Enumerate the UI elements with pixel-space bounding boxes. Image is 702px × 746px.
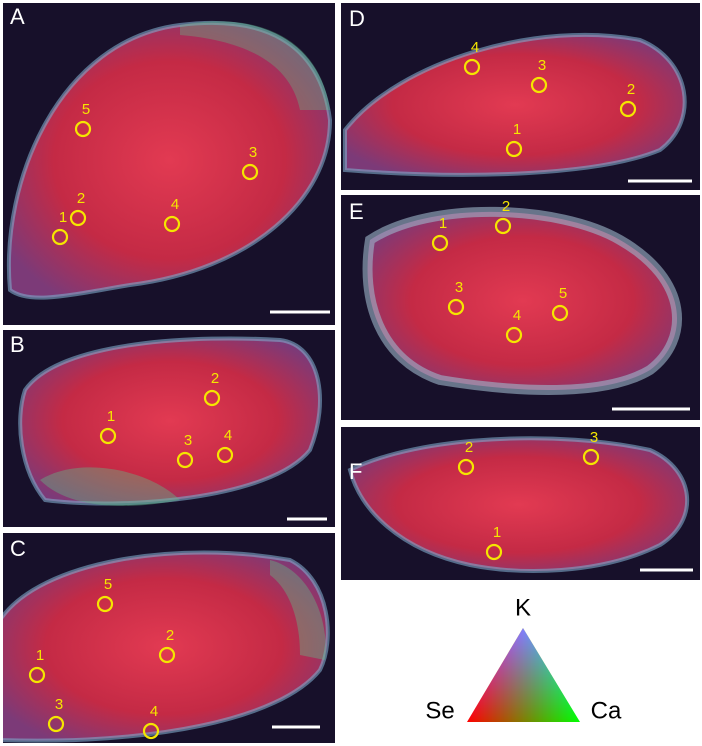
- sample-point: [176, 451, 194, 469]
- sample-point-label: 1: [493, 524, 501, 541]
- sample-point: [505, 140, 523, 158]
- sample-point-label: 1: [107, 408, 115, 425]
- sample-point: [494, 217, 512, 235]
- sample-point-label: 3: [538, 57, 546, 74]
- sample-point: [431, 234, 449, 252]
- sample-point-label: 2: [166, 627, 174, 644]
- sample-point: [99, 427, 117, 445]
- sample-point-label: 4: [471, 39, 479, 56]
- sample-point: [619, 100, 637, 118]
- legend-label: Ca: [591, 697, 622, 724]
- sample-point-label: 2: [211, 370, 219, 387]
- sample-point: [530, 76, 548, 94]
- panel-letter: C: [10, 536, 26, 561]
- sample-point: [163, 215, 181, 233]
- sample-point-label: 2: [77, 190, 85, 207]
- panel-d: D: [341, 3, 700, 190]
- panel-f: F: [341, 427, 700, 580]
- sample-point: [69, 209, 87, 227]
- panel-c: C: [3, 533, 335, 743]
- sample-point: [51, 228, 69, 246]
- panel-letter: A: [10, 4, 25, 29]
- sample-point: [74, 120, 92, 138]
- panel-e: E: [341, 195, 700, 420]
- sample-point-label: 2: [627, 81, 635, 98]
- sample-point-label: 2: [502, 198, 510, 215]
- sample-point-label: 4: [224, 427, 232, 444]
- sample-point-label: 4: [150, 703, 158, 720]
- sample-point: [582, 448, 600, 466]
- sample-point-label: 4: [171, 196, 179, 213]
- legend-label: K: [515, 594, 531, 621]
- sample-point-label: 1: [439, 215, 447, 232]
- sample-point-label: 3: [55, 696, 63, 713]
- sample-point: [457, 458, 475, 476]
- legend-triangle-overlay: [467, 628, 580, 722]
- sample-point: [158, 646, 176, 664]
- sample-point-label: 5: [104, 576, 112, 593]
- sample-point-label: 3: [249, 144, 257, 161]
- sample-point: [241, 163, 259, 181]
- sample-point-label: 5: [82, 101, 90, 118]
- sample-point: [28, 666, 46, 684]
- sample-point-label: 3: [455, 279, 463, 296]
- panel-letter: D: [349, 6, 365, 31]
- sample-point-label: 2: [465, 439, 473, 456]
- panel-b: B: [3, 330, 335, 527]
- panel-a: A: [3, 3, 335, 325]
- sample-point: [203, 389, 221, 407]
- sample-point: [142, 722, 160, 740]
- sample-point: [447, 298, 465, 316]
- sample-point-label: 1: [59, 209, 67, 226]
- sample-point: [47, 715, 65, 733]
- panel-letter: E: [349, 199, 364, 224]
- sample-point: [216, 446, 234, 464]
- sample-point-label: 3: [184, 432, 192, 449]
- sample-point: [96, 595, 114, 613]
- sample-point: [485, 543, 503, 561]
- sample-point: [551, 304, 569, 322]
- sample-point: [505, 326, 523, 344]
- legend: K Se Ca: [425, 594, 622, 724]
- sample-point-label: 3: [590, 429, 598, 446]
- sample-point-label: 5: [559, 285, 567, 302]
- panel-letter: B: [10, 332, 25, 357]
- sample-point: [463, 58, 481, 76]
- sample-point-label: 4: [513, 307, 521, 324]
- legend-label: Se: [425, 697, 454, 724]
- panel-letter: F: [349, 459, 362, 484]
- sample-point-label: 1: [36, 647, 44, 664]
- sample-point-label: 1: [513, 121, 521, 138]
